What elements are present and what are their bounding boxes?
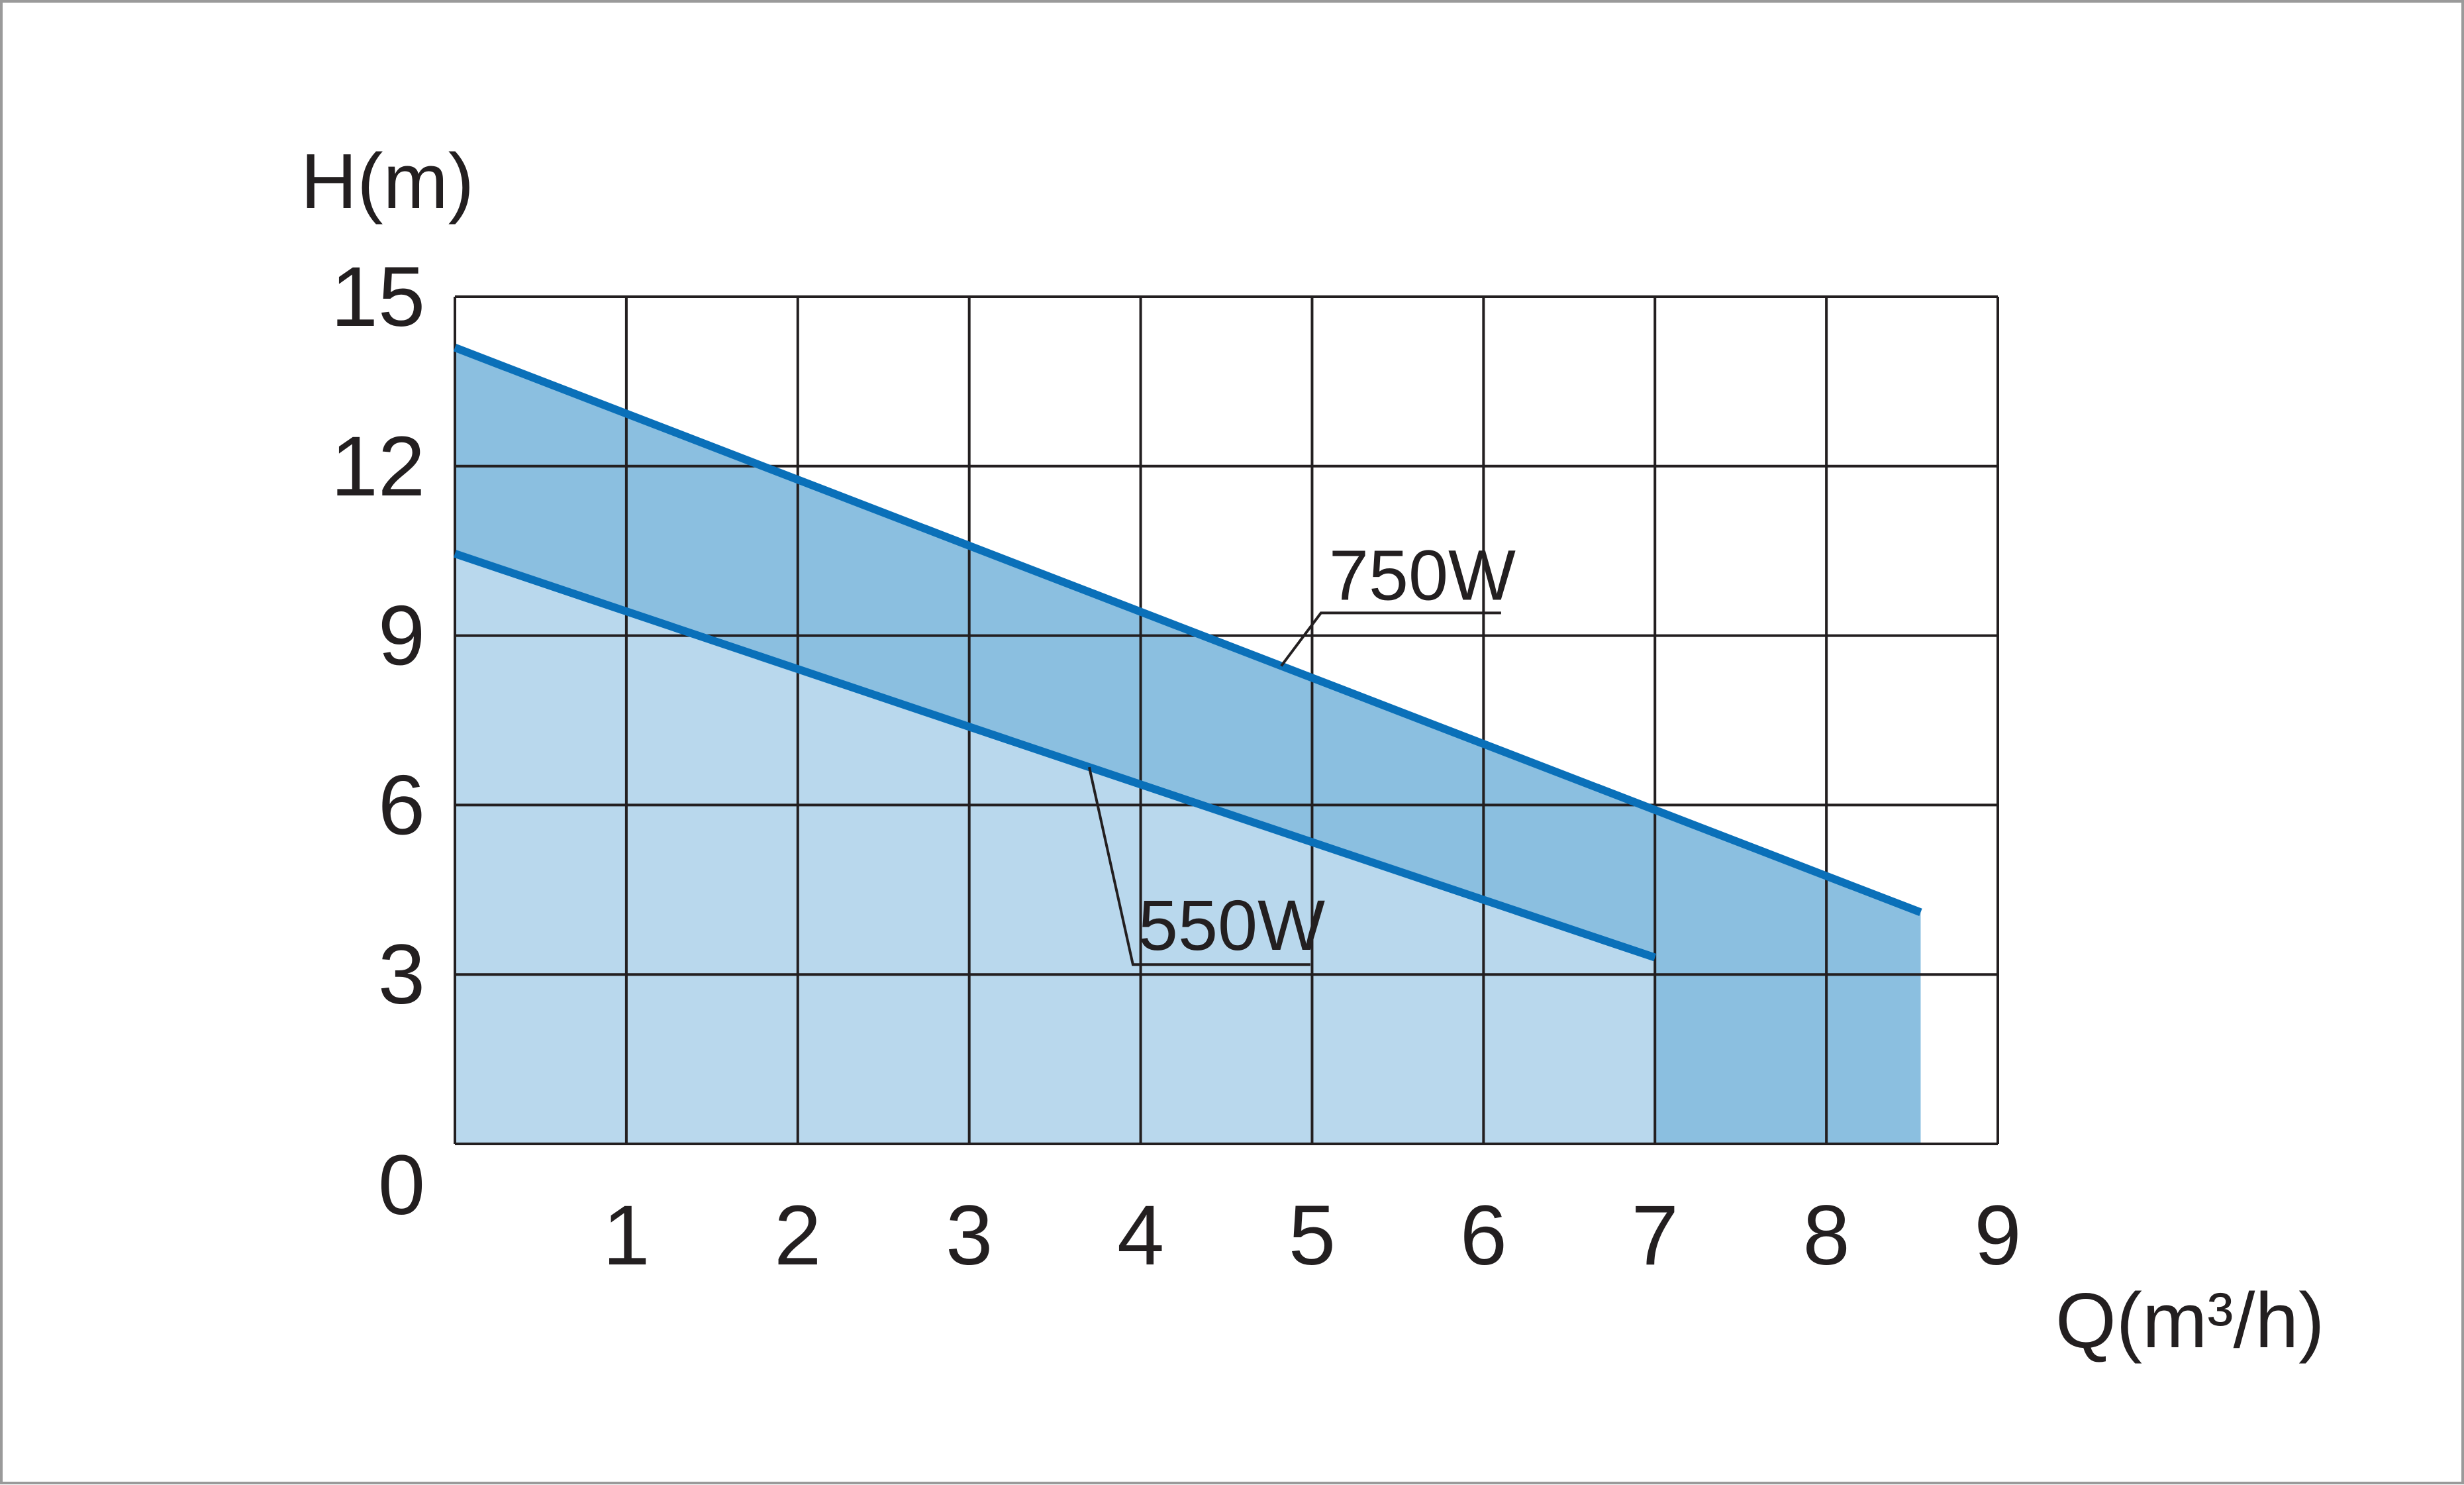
y-tick-label: 3: [378, 927, 425, 1022]
leader-line: [1087, 766, 1310, 966]
y-tick-label: 0: [378, 1138, 425, 1233]
series-lines: [453, 344, 1922, 962]
area-fill-550w: [455, 553, 1655, 1144]
x-tick-label: 1: [603, 1188, 650, 1283]
x-tick-label: 6: [1460, 1188, 1507, 1283]
y-tick-label: 12: [331, 419, 425, 514]
x-axis-title: Q(m³/h): [2055, 1277, 2324, 1364]
x-tick-labels: 1 2 3 4 5 6 7 8 9: [603, 1188, 2021, 1283]
x-tick-label: 2: [774, 1188, 821, 1283]
y-tick-label: 6: [378, 758, 425, 852]
x-tick-label: 3: [946, 1188, 993, 1283]
y-tick-label: 9: [378, 589, 425, 684]
grid: [454, 295, 1999, 1145]
series-line-750w: [453, 344, 1922, 917]
y-axis-title: H(m): [301, 138, 474, 225]
label-leaders: [1087, 611, 1501, 966]
x-tick-label: 4: [1117, 1188, 1164, 1283]
series-line-550w: [454, 550, 1657, 962]
x-tick-label: 8: [1803, 1188, 1850, 1283]
series-label-750w: 750W: [1329, 535, 1516, 615]
series-label-550w: 550W: [1138, 885, 1325, 965]
leader-line: [1280, 611, 1501, 667]
x-tick-label: 5: [1289, 1188, 1336, 1283]
area-fills: [455, 347, 1921, 1144]
y-tick-labels: 0 3 6 9 12 15: [331, 250, 425, 1233]
series-labels: 750W 550W: [1138, 535, 1516, 965]
y-tick-label: 15: [331, 250, 425, 344]
x-tick-label: 9: [1974, 1188, 2021, 1283]
x-tick-label: 7: [1632, 1188, 1679, 1283]
